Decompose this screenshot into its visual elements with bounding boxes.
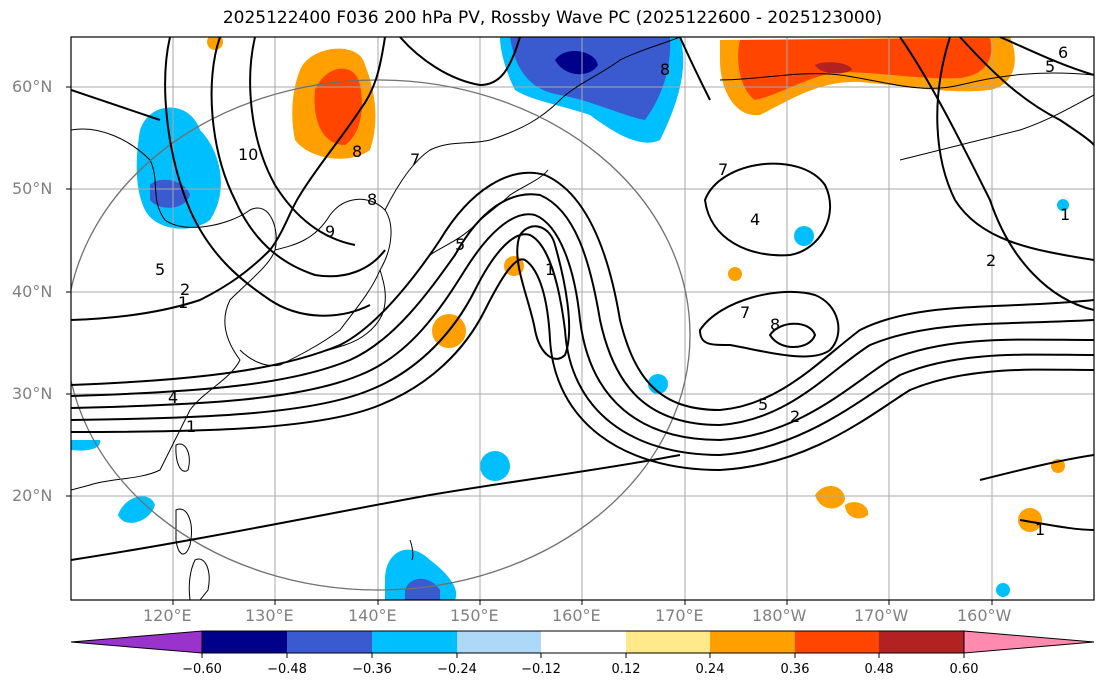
contour-label: 1 <box>545 260 555 279</box>
contour-label-group: 10 9 8 7 5 4 2 1 1 7 8 7 8 5 2 2 1 6 5 1… <box>155 43 1070 539</box>
colorbar-tick-label: −0.60 <box>182 662 222 677</box>
lat-label: 20°N <box>12 486 53 505</box>
contour-label: 10 <box>238 145 258 164</box>
colorbar-tick-label: −0.48 <box>267 662 307 677</box>
contour-label: 7 <box>718 160 728 179</box>
contour-label: 8 <box>367 190 377 209</box>
colorbar-swatch <box>457 631 541 653</box>
colorbar-extend-high <box>963 630 1095 654</box>
colorbar-tick-label: 0.12 <box>611 662 641 677</box>
lat-label: 50°N <box>12 179 53 198</box>
contour-label: 5 <box>758 395 768 414</box>
pv-contours <box>71 37 1094 561</box>
colorbar <box>70 630 1095 658</box>
colorbar-tick-label: −0.24 <box>437 662 477 677</box>
contour-label: 5 <box>1045 57 1055 76</box>
contour-label: 7 <box>740 303 750 322</box>
lat-label: 40°N <box>12 282 53 301</box>
contour-label: 2 <box>790 407 800 426</box>
colorbar-swatch <box>626 631 710 653</box>
colorbar-tick-label: −0.12 <box>521 662 561 677</box>
colorbar-swatch <box>372 631 457 653</box>
lon-label: 160°E <box>552 606 601 625</box>
colorbar-swatch <box>287 631 372 653</box>
contour-label: 8 <box>770 315 780 334</box>
lon-label: 130°E <box>245 606 294 625</box>
map-title: 2025122400 F036 200 hPa PV, Rossby Wave … <box>222 8 883 28</box>
lon-label: 170°E <box>655 606 704 625</box>
colorbar-tick-label: 0.36 <box>780 662 810 677</box>
contour-label: 9 <box>325 222 335 241</box>
lat-label: 30°N <box>12 384 53 403</box>
colorbar-swatch <box>202 631 287 653</box>
contour-label: 4 <box>750 210 760 229</box>
colorbar-tick-label: 0.48 <box>864 662 894 677</box>
contour-label: 5 <box>455 235 465 254</box>
lon-label: 120°E <box>143 606 192 625</box>
contour-label: 7 <box>410 150 420 169</box>
colorbar-extend-low <box>70 630 203 654</box>
lon-label: 180°W <box>752 606 807 625</box>
contour-label: 6 <box>1058 43 1068 62</box>
contour-label: 8 <box>660 60 670 79</box>
axis-ticks <box>66 86 993 605</box>
contour-label: 4 <box>168 388 178 407</box>
colorbar-swatch <box>795 631 879 653</box>
colorbar-tick-label: −0.36 <box>352 662 392 677</box>
colorbar-swatch <box>710 631 795 653</box>
contour-label: 2 <box>180 280 190 299</box>
colorbar-swatch <box>541 631 626 653</box>
contour-label: 1 <box>178 293 188 312</box>
colorbar-swatch <box>879 631 964 653</box>
colorbar-tick-label: 0.24 <box>695 662 725 677</box>
lat-label: 60°N <box>12 77 53 96</box>
contour-label: 1 <box>1035 520 1045 539</box>
lon-label: 140°E <box>348 606 397 625</box>
lon-label: 160°W <box>957 606 1012 625</box>
contour-label: 8 <box>352 142 362 161</box>
contour-label: 5 <box>155 260 165 279</box>
contour-label: 2 <box>986 251 996 270</box>
coastlines <box>71 37 1094 600</box>
contour-label: 1 <box>1060 205 1070 224</box>
lon-label: 170°W <box>854 606 909 625</box>
contour-label: 1 <box>186 417 196 436</box>
radius-circle <box>71 79 691 591</box>
lon-label: 150°E <box>450 606 499 625</box>
colorbar-tick-label: 0.60 <box>949 662 979 677</box>
